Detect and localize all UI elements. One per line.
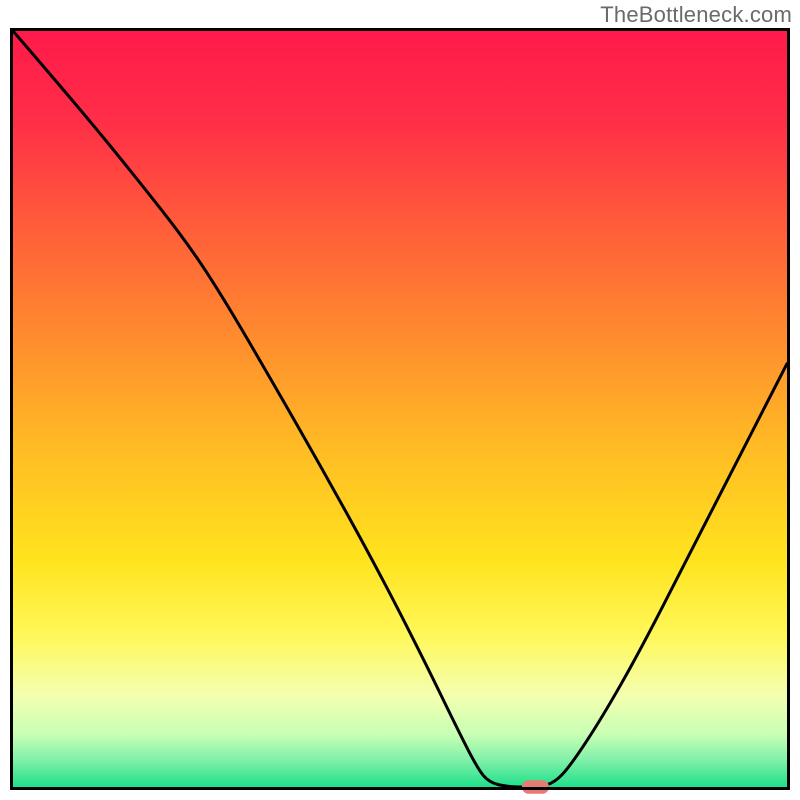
chart-background-gradient: [13, 31, 787, 787]
bottleneck-chart: [0, 0, 800, 800]
watermark-label: TheBottleneck.com: [600, 2, 792, 28]
chart-frame: TheBottleneck.com: [0, 0, 800, 800]
